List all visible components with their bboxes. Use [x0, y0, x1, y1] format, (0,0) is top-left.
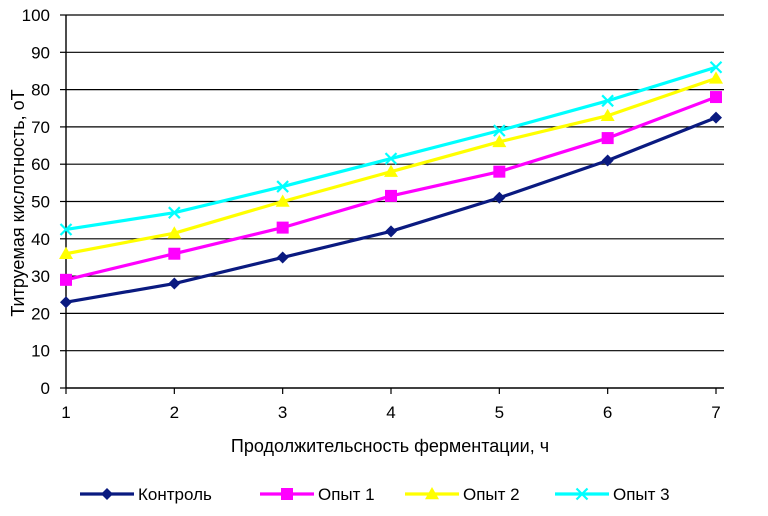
series-3-point	[59, 246, 73, 259]
series-1-point	[601, 154, 614, 167]
y-tick-label: 20	[31, 304, 50, 323]
series-1-point	[60, 296, 72, 309]
series-3-point	[384, 164, 398, 177]
series-3-point	[600, 108, 615, 121]
series-3	[59, 71, 723, 259]
series-2-point	[60, 273, 72, 286]
series-3-point	[492, 134, 507, 148]
legend-marker	[281, 488, 293, 500]
series-2-point	[493, 165, 506, 178]
legend-marker	[575, 487, 589, 501]
series-2	[60, 91, 722, 286]
series-4	[59, 60, 723, 236]
y-tick-label: 40	[31, 230, 50, 249]
legend-label: Опыт 2	[463, 485, 520, 504]
series-4-point	[168, 206, 181, 219]
series-4-point	[59, 223, 73, 236]
series-4-point	[493, 124, 506, 137]
series-2-line	[65, 95, 717, 282]
y-tick-label: 90	[31, 43, 50, 62]
series-2-point	[168, 247, 181, 260]
series-layer	[59, 60, 723, 309]
legend-item-1: Контроль	[80, 485, 212, 504]
legend-label: Опыт 1	[318, 485, 375, 504]
series-2-point	[276, 221, 289, 234]
legend-marker	[425, 487, 439, 500]
series-1-point	[710, 111, 722, 124]
y-tick-label: 100	[22, 6, 50, 25]
legend-item-4: Опыт 3	[555, 485, 670, 504]
series-1-line	[65, 116, 717, 304]
series-1-point	[168, 277, 181, 290]
series-4-point	[601, 94, 614, 108]
legend: Контроль Опыт 1 Опыт 2 Опыт 3	[80, 485, 670, 504]
series-3-point	[709, 71, 723, 84]
y-tick-label: 10	[31, 342, 50, 361]
x-tick-label: 2	[170, 403, 179, 422]
legend-item-3: Опыт 2	[405, 485, 520, 504]
axes	[60, 14, 724, 394]
legend-label: Контроль	[138, 485, 212, 504]
series-4-point	[709, 60, 723, 74]
series-2-point	[385, 189, 397, 202]
y-tick-label: 60	[31, 155, 50, 174]
series-2-point	[601, 132, 614, 145]
legend-marker	[101, 488, 113, 500]
legend-item-2: Опыт 1	[260, 485, 375, 504]
x-tick-label: 3	[278, 403, 287, 422]
x-tick-label: 7	[711, 403, 720, 422]
series-3-point	[167, 226, 182, 239]
y-tick-label: 0	[41, 379, 50, 398]
series-1-point	[493, 191, 506, 204]
tick-labels: 0 10 20 30 40 50 60 70 80 90 100 1 2 3 4 5 6 7	[22, 6, 721, 422]
series-2-point	[710, 91, 722, 104]
x-axis-label: Продолжительсность ферментации, ч	[231, 436, 549, 456]
series-1	[60, 111, 722, 309]
x-tick-label: 6	[603, 403, 612, 422]
series-4-point	[384, 152, 398, 165]
gridlines	[66, 14, 724, 352]
y-tick-label: 80	[31, 81, 50, 100]
legend-label: Опыт 3	[613, 485, 670, 504]
y-tick-label: 70	[31, 118, 50, 137]
series-4-line	[65, 65, 717, 232]
y-axis-label: Титруемая кислотность, оТ	[8, 89, 28, 316]
y-tick-label: 50	[31, 193, 50, 212]
series-3-point	[275, 194, 290, 207]
x-tick-label: 4	[386, 403, 395, 422]
x-tick-label: 1	[61, 403, 70, 422]
series-1-point	[385, 225, 397, 238]
y-tick-label: 30	[31, 267, 50, 286]
series-1-point	[276, 251, 289, 264]
x-tick-label: 5	[495, 403, 504, 422]
series-4-point	[276, 180, 289, 193]
